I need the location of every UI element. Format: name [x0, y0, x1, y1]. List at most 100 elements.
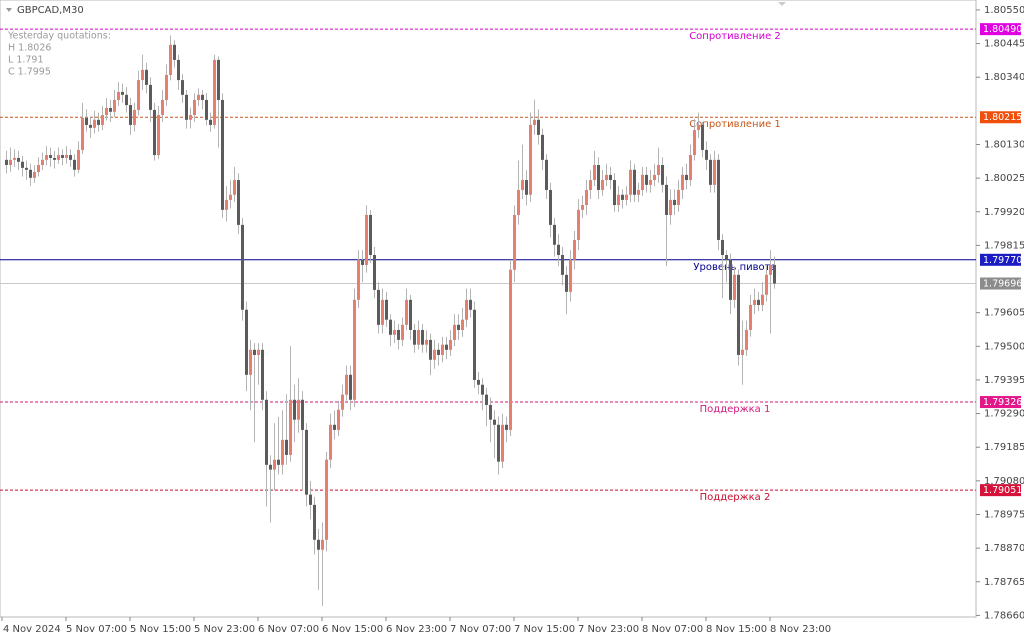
candle-body [321, 539, 324, 550]
candle-body [665, 184, 668, 215]
candle-body [749, 304, 752, 330]
candle-body [629, 169, 632, 195]
candle-body [505, 424, 508, 430]
candle-body [673, 199, 676, 206]
candle-body [205, 99, 208, 120]
candle-body [265, 399, 268, 465]
x-tick-label: 8 Nov 15:00 [706, 624, 767, 635]
candle-body [489, 404, 492, 420]
candle-body [105, 107, 108, 116]
candle-body [617, 194, 620, 206]
candle-body [477, 379, 480, 385]
candle-body [513, 214, 516, 270]
candle-body [521, 180, 524, 190]
candle-body [145, 69, 148, 85]
candle-body [669, 199, 672, 215]
candle-body [541, 134, 544, 160]
candle-body [625, 194, 628, 200]
candle-body [381, 299, 384, 325]
candle-body [41, 159, 44, 165]
candle-body [369, 214, 372, 256]
level-name: Поддержка 1 [700, 404, 771, 415]
candle-body [645, 174, 648, 185]
x-tick-label: 6 Nov 07:00 [258, 624, 319, 635]
candle-body [137, 80, 140, 110]
candle-body [609, 174, 612, 181]
candle-body [309, 494, 312, 505]
price-tags: 1.80490 1.80215 1.79770 1.79326 1.79051 1.796… [980, 23, 1022, 497]
y-tick-label: 1.80445 [984, 39, 1024, 50]
candle-body [397, 329, 400, 340]
candle-body [373, 255, 376, 290]
candle-body [13, 157, 16, 160]
candle-body [229, 194, 232, 200]
candle-body [517, 189, 520, 215]
candle-body [77, 149, 80, 170]
candle-body [89, 124, 92, 128]
candle-body [657, 164, 660, 175]
candle-body [613, 180, 616, 206]
candle-body [705, 149, 708, 160]
y-tick-label: 1.78765 [984, 577, 1024, 588]
candle-body [733, 274, 736, 300]
candle-body [445, 344, 448, 350]
candle-body [261, 349, 264, 400]
candle-body [281, 439, 284, 465]
candle-body [341, 394, 344, 410]
candle-body [725, 255, 728, 260]
candle-body [589, 180, 592, 190]
x-tick-label: 8 Nov 07:00 [642, 624, 703, 635]
candle-body [277, 459, 280, 465]
candle-body [345, 374, 348, 395]
candle-body [357, 259, 360, 300]
candle-body [165, 74, 168, 100]
candle-body [253, 349, 256, 355]
candle-body [493, 419, 496, 425]
candle-body [597, 164, 600, 190]
level-name: Сопротивление 2 [689, 31, 781, 42]
candle-body [197, 94, 200, 100]
candles [5, 35, 776, 606]
info-line: C 1.7995 [8, 67, 51, 78]
candle-body [81, 117, 84, 150]
candle-body [57, 155, 60, 160]
candle-body [153, 109, 156, 156]
y-tick-label: 1.79080 [984, 476, 1024, 487]
candle-body [737, 274, 740, 355]
candle-body [377, 289, 380, 325]
candle-body [405, 299, 408, 325]
candle-body [237, 180, 240, 225]
candle-body [285, 439, 288, 455]
candle-body [497, 424, 500, 462]
candle-body [313, 504, 316, 540]
candle-body [553, 224, 556, 245]
candle-body [641, 174, 644, 190]
info-line: Yesterday quotations: [7, 31, 111, 42]
candle-body [417, 329, 420, 345]
candle-body [149, 84, 152, 110]
candle-body [389, 319, 392, 335]
candle-body [413, 329, 416, 345]
candle-body [557, 244, 560, 256]
level-tag [980, 253, 1021, 266]
candle-body [757, 299, 760, 305]
candle-body [181, 80, 184, 95]
candle-body [293, 399, 296, 420]
candle-body [385, 299, 388, 320]
x-tick-label: 7 Nov 15:00 [514, 624, 575, 635]
candle-body [585, 189, 588, 206]
candle-body [65, 155, 68, 158]
candle-body [433, 349, 436, 360]
candle-body [37, 164, 40, 173]
x-tick-label: 6 Nov 15:00 [322, 624, 383, 635]
candle-body [485, 394, 488, 405]
candle-body [257, 349, 260, 355]
candle-body [157, 115, 160, 156]
candle-body [353, 299, 356, 400]
candle-body [225, 199, 228, 210]
candle-body [325, 459, 328, 540]
x-tick-label: 7 Nov 23:00 [578, 624, 639, 635]
candle-body [525, 180, 528, 195]
